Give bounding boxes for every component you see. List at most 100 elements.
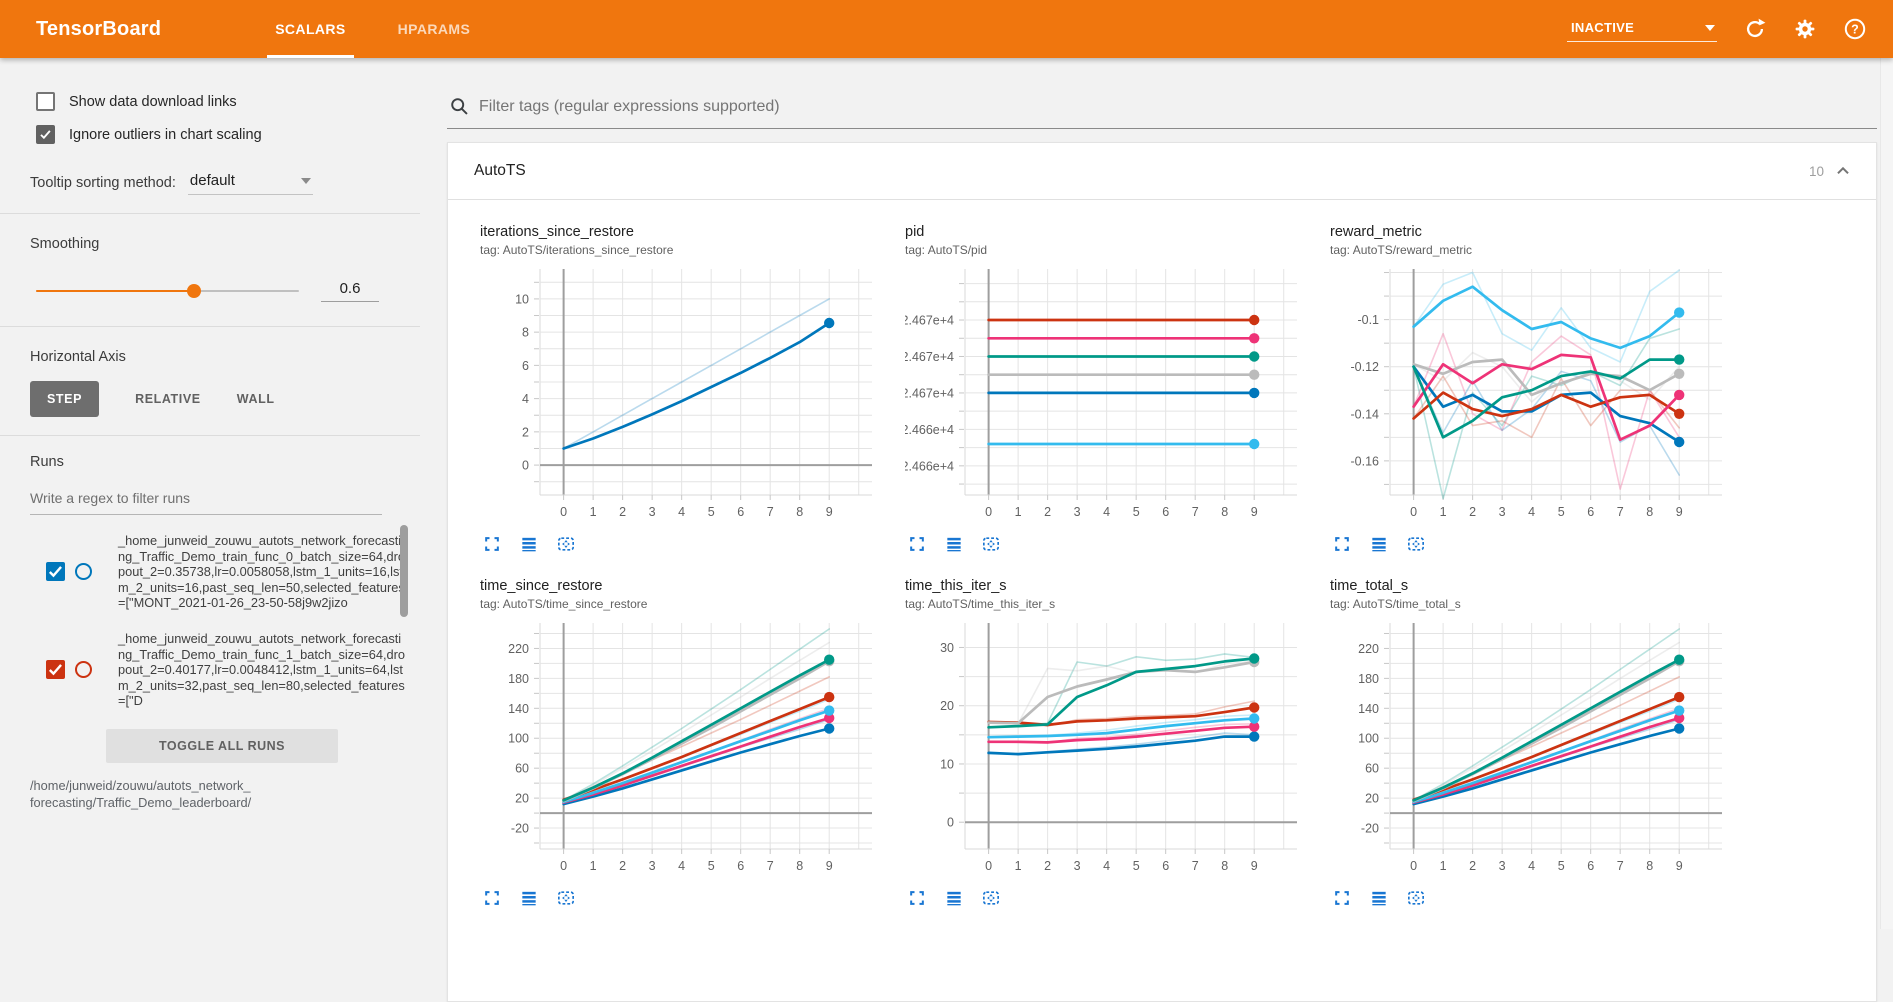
data-table-button[interactable] — [519, 888, 539, 908]
svg-text:3: 3 — [1074, 505, 1081, 519]
axis-relative-button[interactable]: RELATIVE — [135, 381, 201, 417]
svg-text:7: 7 — [1617, 859, 1624, 873]
help-icon[interactable]: ? — [1843, 17, 1867, 41]
data-table-button[interactable] — [944, 888, 964, 908]
data-table-button[interactable] — [1369, 534, 1389, 554]
fit-domain-button[interactable] — [556, 888, 576, 908]
svg-text:0: 0 — [1410, 505, 1417, 519]
runs-scrollbar[interactable] — [400, 525, 408, 617]
chart-title: time_since_restore — [480, 578, 603, 594]
expand-chart-button[interactable] — [1332, 534, 1352, 554]
svg-text:220: 220 — [508, 642, 529, 656]
data-table-button[interactable] — [944, 534, 964, 554]
run-solo-radio[interactable] — [75, 563, 92, 581]
svg-text:1: 1 — [1015, 859, 1022, 873]
fit-domain-button[interactable] — [1406, 534, 1426, 554]
smoothing-label: Smoothing — [30, 236, 100, 252]
svg-text:6: 6 — [1162, 859, 1169, 873]
svg-text:6: 6 — [737, 859, 744, 873]
expand-chart-button[interactable] — [907, 888, 927, 908]
svg-text:4: 4 — [678, 859, 685, 873]
svg-text:10: 10 — [515, 292, 529, 306]
chart-plot[interactable]: 0 1 2 3 4 5 6 7 8 9 0 2 4 6 8 10 — [480, 263, 886, 525]
axis-wall-button[interactable]: WALL — [237, 381, 275, 417]
expand-chart-button[interactable] — [482, 888, 502, 908]
chart-title: pid — [905, 224, 925, 240]
search-icon — [451, 98, 468, 115]
main-scrollbar[interactable] — [1880, 58, 1893, 929]
settings-gear-icon[interactable] — [1793, 17, 1817, 41]
axis-step-button[interactable]: STEP — [30, 381, 100, 417]
tooltip-sorting-value: default — [189, 172, 235, 189]
svg-text:-20: -20 — [511, 822, 529, 836]
svg-text:5: 5 — [708, 859, 715, 873]
app-header: TensorBoard SCALARS HPARAMS INACTIVE — [0, 0, 1893, 58]
run-solo-radio[interactable] — [75, 661, 92, 679]
tooltip-sorting-label: Tooltip sorting method: — [30, 174, 176, 191]
expand-chart-button[interactable] — [482, 534, 502, 554]
tooltip-sorting-select[interactable]: default — [187, 170, 313, 195]
run-visibility-checkbox[interactable] — [46, 562, 65, 582]
autots-section-card: AutoTS 10 iterations_since_restore tag: A… — [447, 142, 1877, 1002]
svg-text:180: 180 — [508, 672, 529, 686]
fit-domain-button[interactable] — [1406, 888, 1426, 908]
chart-tag: tag: AutoTS/time_total_s — [1330, 597, 1461, 611]
refresh-icon[interactable] — [1743, 17, 1767, 41]
svg-text:-0.12: -0.12 — [1351, 360, 1380, 374]
expand-chart-button[interactable] — [1332, 888, 1352, 908]
svg-text:7: 7 — [1617, 505, 1624, 519]
chart-toolbar — [1332, 534, 1736, 554]
svg-text:7: 7 — [1192, 505, 1199, 519]
chart-plot[interactable]: 0 1 2 3 4 5 6 7 8 9 0 10 20 30 — [905, 617, 1311, 879]
run-item: _home_junweid_zouwu_autots_network_forec… — [30, 523, 410, 621]
svg-text:5: 5 — [1133, 859, 1140, 873]
svg-text:8: 8 — [1221, 859, 1228, 873]
smoothing-value[interactable]: 0.6 — [321, 280, 379, 302]
chevron-up-icon[interactable] — [1832, 160, 1854, 182]
run-visibility-checkbox[interactable] — [46, 660, 65, 680]
tab-scalars[interactable]: SCALARS — [249, 0, 371, 58]
svg-text:1: 1 — [1440, 505, 1447, 519]
tab-scalars-label: SCALARS — [275, 21, 346, 37]
runs-filter-input[interactable] — [30, 484, 382, 515]
chart-plot[interactable]: 0 1 2 3 4 5 6 7 8 9 2.467e+4 2.467e+4 2.467e+4 2.466e… — [902, 263, 1311, 525]
smoothing-slider[interactable] — [36, 284, 299, 298]
toggle-all-runs-button[interactable]: TOGGLE ALL RUNS — [106, 728, 338, 763]
chart-toolbar — [1332, 888, 1736, 908]
ignore-outliers-checkbox[interactable] — [36, 125, 55, 144]
svg-text:0: 0 — [985, 859, 992, 873]
reload-status-select[interactable]: INACTIVE — [1567, 16, 1717, 42]
show-download-links-checkbox[interactable] — [36, 92, 55, 111]
svg-text:3: 3 — [1074, 859, 1081, 873]
tab-hparams[interactable]: HPARAMS — [372, 0, 497, 58]
svg-text:9: 9 — [826, 859, 833, 873]
tag-filter-input[interactable] — [479, 98, 1875, 116]
smoothing-slider-thumb[interactable] — [186, 284, 201, 298]
section-chart-count: 10 — [1808, 163, 1824, 179]
chart-plot[interactable]: 0 1 2 3 4 5 6 7 8 9 -0.1 -0.12 -0.14 -0.16 — [1330, 263, 1736, 525]
svg-text:8: 8 — [796, 505, 803, 519]
data-table-button[interactable] — [1369, 888, 1389, 908]
fit-domain-button[interactable] — [556, 534, 576, 554]
section-title: AutoTS — [474, 162, 526, 179]
chart-plot[interactable]: 0 1 2 3 4 5 6 7 8 9 -20 20 60 100 140 180 220 — [480, 617, 886, 879]
svg-text:?: ? — [1851, 23, 1859, 37]
autots-section-header[interactable]: AutoTS 10 — [448, 143, 1876, 200]
svg-text:4: 4 — [1528, 505, 1535, 519]
chart-title: time_total_s — [1330, 578, 1409, 594]
fit-domain-button[interactable] — [981, 534, 1001, 554]
data-table-button[interactable] — [519, 534, 539, 554]
scalar-chart-time_this_iter_s: time_this_iter_s tag: AutoTS/time_this_it… — [905, 578, 1311, 908]
svg-text:8: 8 — [1646, 859, 1653, 873]
ignore-outliers-checkbox-row[interactable]: Ignore outliers in chart scaling — [30, 125, 410, 144]
chart-plot[interactable]: 0 1 2 3 4 5 6 7 8 9 -20 20 60 100 140 180 220 — [1330, 617, 1736, 879]
svg-text:1: 1 — [590, 505, 597, 519]
svg-text:8: 8 — [796, 859, 803, 873]
svg-text:0: 0 — [560, 505, 567, 519]
svg-text:2: 2 — [619, 859, 626, 873]
expand-chart-button[interactable] — [907, 534, 927, 554]
svg-text:4: 4 — [1103, 505, 1110, 519]
show-download-links-checkbox-row[interactable]: Show data download links — [30, 92, 410, 111]
fit-domain-button[interactable] — [981, 888, 1001, 908]
svg-text:4: 4 — [522, 392, 529, 406]
